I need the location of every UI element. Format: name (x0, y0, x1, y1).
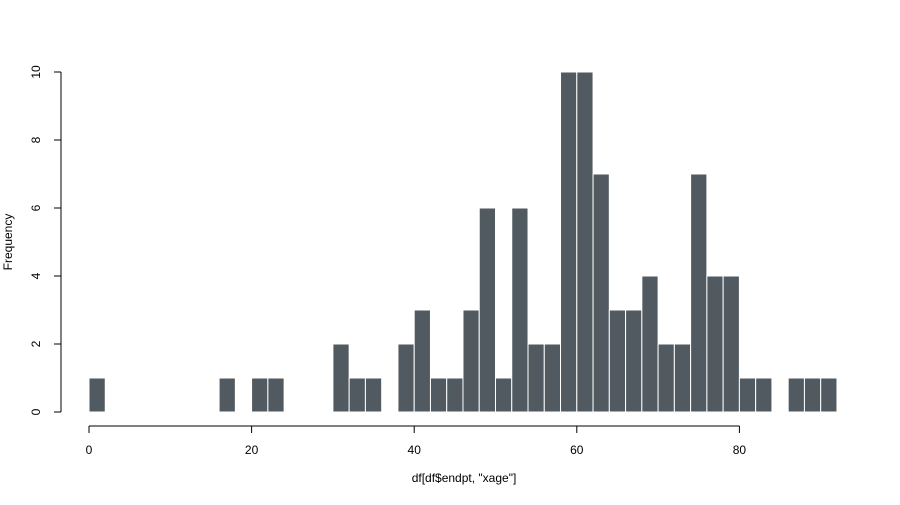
histogram-bar (576, 71, 594, 413)
histogram-bar (397, 343, 415, 413)
y-tick-label: 0 (29, 408, 43, 415)
histogram-bar (511, 207, 529, 413)
histogram-bar (787, 377, 805, 413)
histogram-bar (364, 377, 383, 413)
histogram-bar (608, 309, 627, 413)
histogram-bar (462, 309, 480, 413)
histogram-bar (218, 377, 236, 413)
bars-layer (88, 71, 838, 413)
histogram-bar (543, 343, 562, 413)
histogram-bar (641, 275, 659, 413)
histogram-bar (657, 343, 675, 413)
x-tick-label: 40 (408, 443, 422, 457)
histogram-bar (625, 309, 643, 413)
histogram-bar (706, 275, 724, 413)
y-tick-label: 8 (29, 136, 43, 143)
histogram-bar (478, 207, 496, 413)
y-tick-label: 10 (29, 65, 43, 79)
y-tick-label: 2 (29, 340, 43, 347)
histogram-bar (88, 377, 106, 413)
histogram-bar (592, 173, 610, 413)
histogram-bar (495, 377, 513, 413)
histogram-bar (820, 377, 838, 413)
histogram-bar (429, 377, 448, 413)
histogram-bar (803, 377, 822, 413)
histogram-bar (413, 309, 431, 413)
y-axis: 0 2 4 6 8 10 (29, 65, 62, 415)
histogram-bar (755, 377, 773, 413)
y-tick-label: 4 (29, 272, 43, 279)
histogram-bar (527, 343, 545, 413)
x-tick-label: 0 (86, 443, 93, 457)
histogram-bar (348, 377, 366, 413)
x-tick-label: 80 (733, 443, 747, 457)
histogram-bar (560, 71, 578, 413)
y-axis-label: Frequency (1, 214, 15, 271)
histogram-bar (690, 173, 708, 413)
histogram-bar (267, 377, 285, 413)
histogram-bar (251, 377, 269, 413)
histogram-bar (722, 275, 740, 413)
histogram-bar (673, 343, 692, 413)
x-axis-label: df[df$endpt, "xage"] (412, 471, 517, 485)
histogram-bar (332, 343, 350, 413)
x-axis: 0 20 40 60 80 (86, 425, 747, 457)
x-tick-label: 20 (245, 443, 259, 457)
x-tick-label: 60 (570, 443, 584, 457)
histogram-bar (738, 377, 757, 413)
y-tick-label: 6 (29, 204, 43, 211)
histogram-bar (446, 377, 464, 413)
